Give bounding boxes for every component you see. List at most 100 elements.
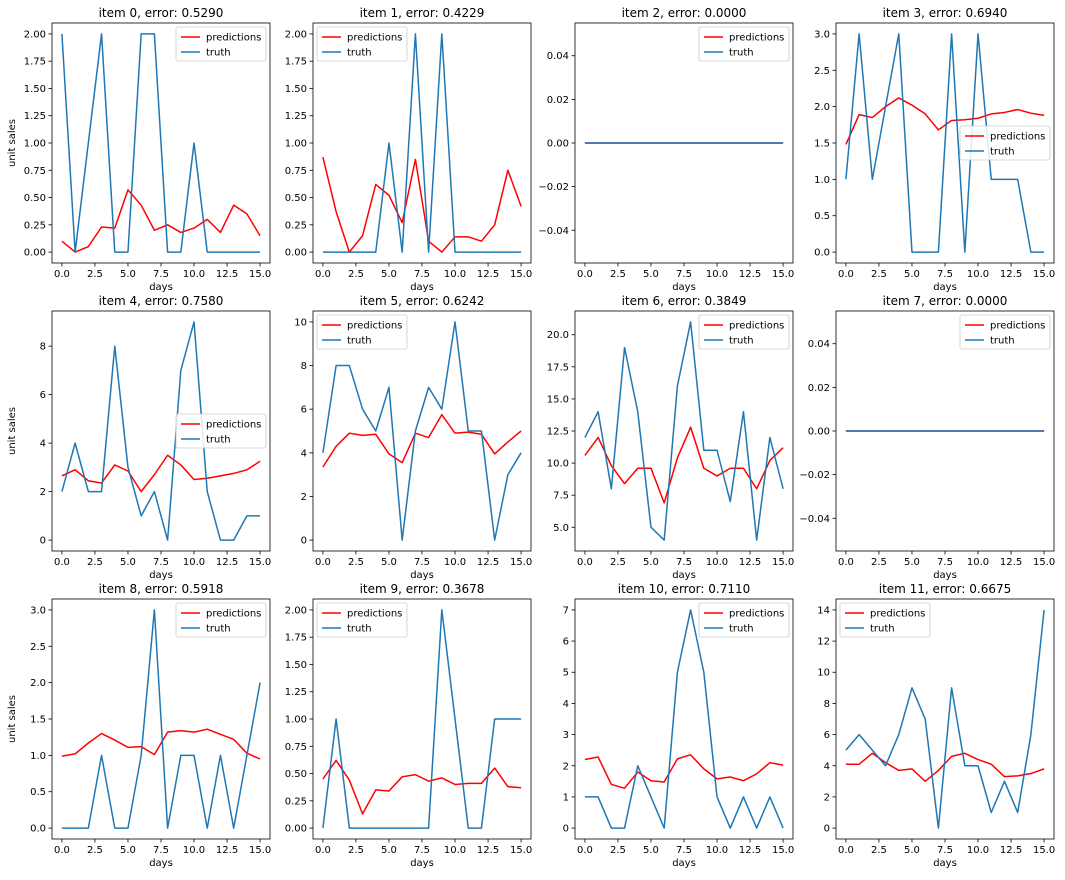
subplot-title: item 7, error: 0.0000 — [883, 294, 1008, 308]
x-axis-label: days — [149, 858, 173, 869]
x-tick-label: 7.5 — [153, 269, 169, 280]
x-tick-label: 5.0 — [643, 557, 659, 568]
legend-label-predictions: predictions — [729, 321, 784, 332]
series-line-truth — [322, 321, 522, 541]
y-tick-label: 1.75 — [285, 57, 307, 68]
y-tick-label: 0.0 — [814, 248, 830, 259]
y-tick-label: 0.02 — [547, 95, 569, 106]
x-tick-label: 15.0 — [772, 269, 794, 280]
series-line-predictions — [845, 97, 1045, 145]
y-tick-label: 1.5 — [814, 139, 830, 150]
plot-area — [313, 311, 531, 551]
y-tick-label: 1.25 — [285, 111, 307, 122]
y-tick-label: 2 — [301, 492, 307, 503]
legend-label-truth: truth — [729, 336, 754, 347]
subplot-2: 0.0 2.5 5.0 7.5 10.0 12.5 15.0 −0.04 −0.02 0.00 0.… — [538, 6, 794, 293]
y-tick-label: 0.00 — [808, 427, 830, 438]
x-tick-label: 7.5 — [676, 269, 692, 280]
x-tick-label: 0.0 — [838, 269, 854, 280]
x-axis-label: days — [149, 282, 173, 293]
x-tick-label: 0.0 — [838, 557, 854, 568]
y-tick-label: 2 — [824, 792, 830, 803]
series-line-predictions — [61, 189, 261, 253]
series-line-truth — [61, 321, 261, 541]
y-tick-label: 0.75 — [24, 166, 46, 177]
x-tick-label: 15.0 — [249, 845, 271, 856]
y-tick-label: 0.25 — [285, 796, 307, 807]
y-tick-label: 6 — [301, 405, 307, 416]
x-tick-label: 10.0 — [967, 269, 989, 280]
y-tick-label: 2 — [563, 761, 569, 772]
legend-label-truth: truth — [729, 48, 754, 59]
legend-label-truth: truth — [990, 147, 1015, 158]
y-tick-label: 1 — [563, 792, 569, 803]
x-tick-label: 12.5 — [739, 269, 761, 280]
series-line-truth — [322, 33, 522, 253]
y-tick-label: 14 — [817, 605, 830, 616]
x-tick-label: 7.5 — [414, 557, 430, 568]
x-axis-label: days — [933, 858, 957, 869]
x-tick-label: 10.0 — [183, 845, 205, 856]
series-line-predictions — [61, 454, 261, 493]
legend-label-predictions: predictions — [206, 33, 261, 44]
legend-label-predictions: predictions — [347, 609, 402, 620]
x-tick-label: 15.0 — [772, 845, 794, 856]
x-axis-label: days — [672, 570, 696, 581]
y-tick-label: 1.25 — [24, 111, 46, 122]
y-tick-label: 6 — [563, 637, 569, 648]
legend: predictions truth — [175, 602, 267, 638]
x-tick-label: 2.5 — [348, 845, 364, 856]
y-tick-label: 6 — [40, 390, 46, 401]
legend-label-predictions: predictions — [990, 132, 1045, 143]
subplot-title: item 11, error: 0.6675 — [879, 582, 1012, 596]
y-tick-label: 0.50 — [285, 193, 307, 204]
y-tick-label: 0 — [301, 536, 307, 547]
y-tick-label: 0.00 — [285, 824, 307, 835]
x-tick-label: 12.5 — [1000, 269, 1022, 280]
x-tick-label: 7.5 — [676, 557, 692, 568]
x-tick-label: 2.5 — [610, 557, 626, 568]
x-tick-label: 10.0 — [967, 845, 989, 856]
legend: predictions truth — [175, 26, 267, 62]
x-tick-label: 15.0 — [510, 269, 532, 280]
x-tick-label: 7.5 — [676, 845, 692, 856]
legend-label-predictions: predictions — [347, 321, 402, 332]
subplot-title: item 8, error: 0.5918 — [99, 582, 224, 596]
y-tick-label: 1.50 — [285, 660, 307, 671]
x-tick-label: 5.0 — [381, 269, 397, 280]
series-line-truth — [322, 609, 522, 829]
y-tick-label: 7.5 — [553, 491, 569, 502]
subplot-title: item 0, error: 0.5290 — [99, 6, 224, 20]
plot-area — [836, 599, 1054, 839]
x-axis-label: days — [410, 858, 434, 869]
legend: predictions truth — [175, 413, 267, 449]
y-tick-label: 1.50 — [24, 84, 46, 95]
legend: predictions truth — [316, 314, 408, 350]
x-tick-label: 15.0 — [772, 557, 794, 568]
legend: predictions truth — [316, 26, 408, 62]
y-tick-label: 0.75 — [285, 166, 307, 177]
subplot-7: 0.0 2.5 5.0 7.5 10.0 12.5 15.0 −0.04 −0.02 0.00 0.… — [799, 294, 1055, 581]
subplot-4: 0.0 2.5 5.0 7.5 10.0 12.5 15.0 0 2 4 6 8 item 4, err… — [7, 294, 271, 581]
y-tick-label: 1.5 — [30, 715, 46, 726]
y-tick-label: 0.75 — [285, 742, 307, 753]
x-tick-label: 12.5 — [477, 269, 499, 280]
x-tick-label: 12.5 — [1000, 845, 1022, 856]
y-tick-label: 0.04 — [547, 51, 569, 62]
x-tick-label: 12.5 — [477, 557, 499, 568]
legend-label-truth: truth — [206, 435, 231, 446]
y-tick-label: 20.0 — [547, 330, 569, 341]
x-tick-label: 12.5 — [216, 557, 238, 568]
x-tick-label: 2.5 — [610, 269, 626, 280]
y-axis-label: unit sales — [7, 407, 18, 455]
x-tick-label: 0.0 — [315, 269, 331, 280]
x-tick-label: 5.0 — [643, 269, 659, 280]
x-tick-label: 10.0 — [183, 269, 205, 280]
subplot-0: 0.0 2.5 5.0 7.5 10.0 12.5 15.0 0.00 0.25 0.50 0.75… — [7, 6, 271, 293]
y-tick-label: 0 — [824, 824, 830, 835]
x-tick-label: 0.0 — [54, 269, 70, 280]
y-tick-label: 0.25 — [285, 220, 307, 231]
subplot-title: item 3, error: 0.6940 — [883, 6, 1008, 20]
